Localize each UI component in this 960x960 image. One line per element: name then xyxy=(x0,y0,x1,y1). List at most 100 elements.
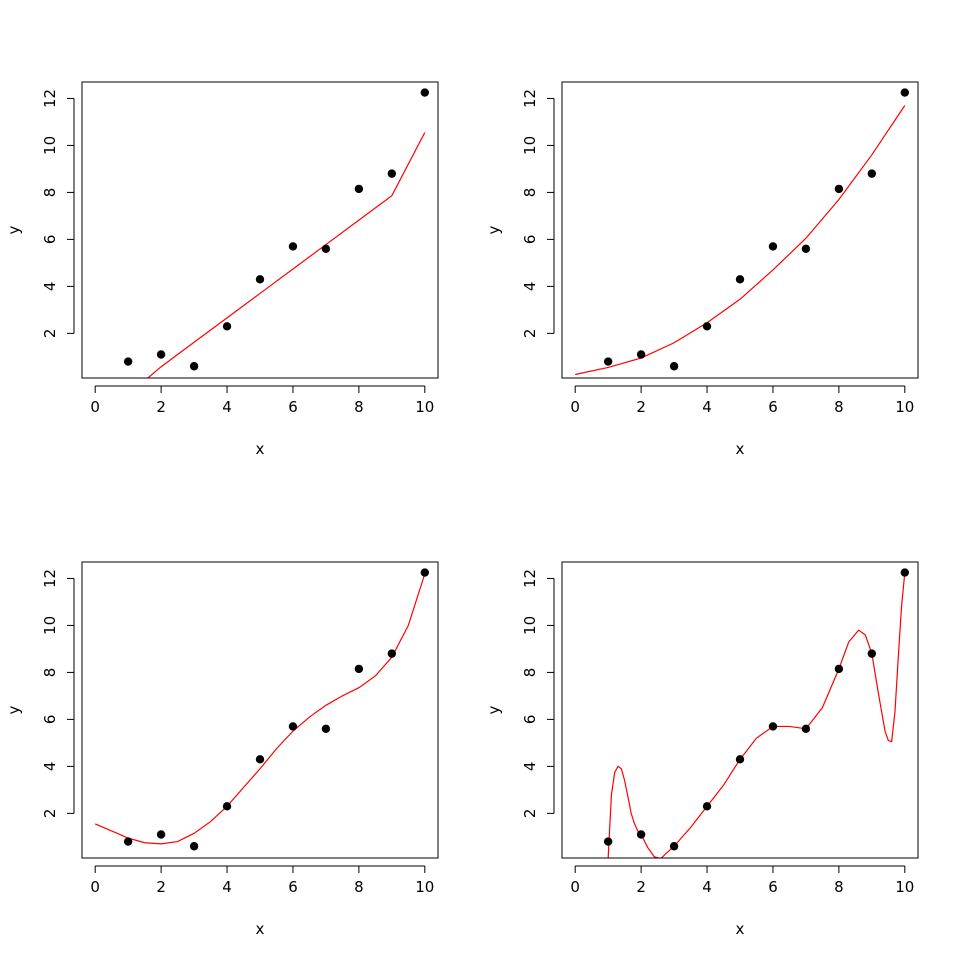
data-point xyxy=(768,242,778,251)
data-point xyxy=(834,184,844,194)
x-tick-label: 6 xyxy=(288,398,298,416)
y-tick-label: 10 xyxy=(521,616,539,635)
data-point xyxy=(255,755,265,764)
x-tick-label: 6 xyxy=(288,878,298,896)
y-tick-label: 2 xyxy=(521,329,539,339)
y-axis-label: y xyxy=(485,705,503,714)
x-tick-label: 2 xyxy=(636,398,646,416)
data-point xyxy=(735,275,745,284)
data-point xyxy=(735,755,745,764)
data-point xyxy=(900,88,910,97)
y-axis-label: y xyxy=(485,225,503,234)
data-point xyxy=(768,722,778,731)
data-point xyxy=(123,837,133,846)
chart-panel-1: 0 2 4 6 8 10 2 4 6 8 10 12 x y xyxy=(5,81,439,458)
data-point xyxy=(354,184,364,194)
x-tick-label: 0 xyxy=(90,398,100,416)
y-tick-label: 4 xyxy=(521,762,539,772)
x-tick-label: 4 xyxy=(702,878,712,896)
plot-frame xyxy=(561,81,919,379)
fit-curve xyxy=(94,573,426,845)
x-tick-label: 10 xyxy=(895,398,914,416)
data-point xyxy=(834,664,844,674)
x-tick-label: 8 xyxy=(834,398,844,416)
data-point xyxy=(420,88,430,97)
x-axis-label: x xyxy=(736,920,745,938)
y-tick-label: 2 xyxy=(41,809,59,819)
data-point xyxy=(387,649,397,658)
data-point xyxy=(321,244,331,253)
x-tick-label: 0 xyxy=(570,398,580,416)
y-tick-label: 12 xyxy=(41,569,59,588)
y-tick-label: 12 xyxy=(521,569,539,588)
data-point xyxy=(321,724,331,733)
x-axis-label: x xyxy=(256,920,265,938)
y-tick-label: 4 xyxy=(41,762,59,772)
fit-curve xyxy=(575,105,906,376)
data-point xyxy=(702,322,712,331)
x-axis-label: x xyxy=(256,440,265,458)
data-point xyxy=(222,802,232,811)
data-point xyxy=(420,568,430,577)
data-point xyxy=(636,830,646,839)
chart-panel-2: 0 2 4 6 8 10 2 4 6 8 10 12 x y xyxy=(485,81,919,458)
x-tick-label: 4 xyxy=(222,398,232,416)
y-tick-label: 10 xyxy=(41,136,59,155)
data-point xyxy=(636,350,646,359)
y-axis-label: y xyxy=(5,705,23,714)
x-tick-label: 2 xyxy=(156,398,166,416)
y-tick-label: 6 xyxy=(521,235,539,245)
data-point xyxy=(222,322,232,331)
x-axis-label: x xyxy=(736,440,745,458)
y-axis-label: y xyxy=(5,225,23,234)
x-tick-label: 2 xyxy=(636,878,646,896)
data-point xyxy=(900,568,910,577)
x-tick-label: 8 xyxy=(354,398,364,416)
data-point xyxy=(669,842,679,851)
fit-curve xyxy=(147,132,426,378)
x-tick-label: 2 xyxy=(156,878,166,896)
x-tick-label: 8 xyxy=(834,878,844,896)
y-tick-label: 12 xyxy=(41,89,59,108)
data-point xyxy=(156,830,166,839)
data-point xyxy=(387,169,397,178)
data-point xyxy=(189,362,199,371)
y-tick-label: 8 xyxy=(521,188,539,198)
y-tick-label: 12 xyxy=(521,89,539,108)
x-tick-label: 4 xyxy=(702,398,712,416)
fit-curve xyxy=(607,572,906,858)
y-tick-label: 8 xyxy=(41,668,59,678)
x-tick-label: 10 xyxy=(895,878,914,896)
x-tick-label: 10 xyxy=(415,878,434,896)
data-point xyxy=(288,722,298,731)
y-tick-label: 6 xyxy=(41,235,59,245)
y-tick-label: 8 xyxy=(521,668,539,678)
x-tick-label: 10 xyxy=(415,398,434,416)
y-tick-label: 4 xyxy=(41,282,59,292)
plot-frame xyxy=(81,561,439,859)
data-point xyxy=(288,242,298,251)
x-tick-label: 6 xyxy=(768,878,778,896)
x-tick-label: 6 xyxy=(768,398,778,416)
data-point xyxy=(603,357,613,366)
y-tick-label: 10 xyxy=(521,136,539,155)
data-point xyxy=(801,724,811,733)
y-tick-label: 2 xyxy=(521,809,539,819)
y-tick-label: 6 xyxy=(521,715,539,725)
x-tick-label: 4 xyxy=(222,878,232,896)
data-point xyxy=(669,362,679,371)
data-point xyxy=(801,244,811,253)
chart-panel-4: 0 2 4 6 8 10 2 4 6 8 10 12 x y xyxy=(485,561,919,938)
data-point xyxy=(867,169,877,178)
plot-frame xyxy=(81,81,439,379)
y-tick-label: 2 xyxy=(41,329,59,339)
data-point xyxy=(702,802,712,811)
y-tick-label: 4 xyxy=(521,282,539,292)
y-tick-label: 10 xyxy=(41,616,59,635)
data-point xyxy=(603,837,613,846)
data-point xyxy=(354,664,364,674)
plot-frame xyxy=(561,561,919,859)
data-point xyxy=(867,649,877,658)
data-point xyxy=(255,275,265,284)
